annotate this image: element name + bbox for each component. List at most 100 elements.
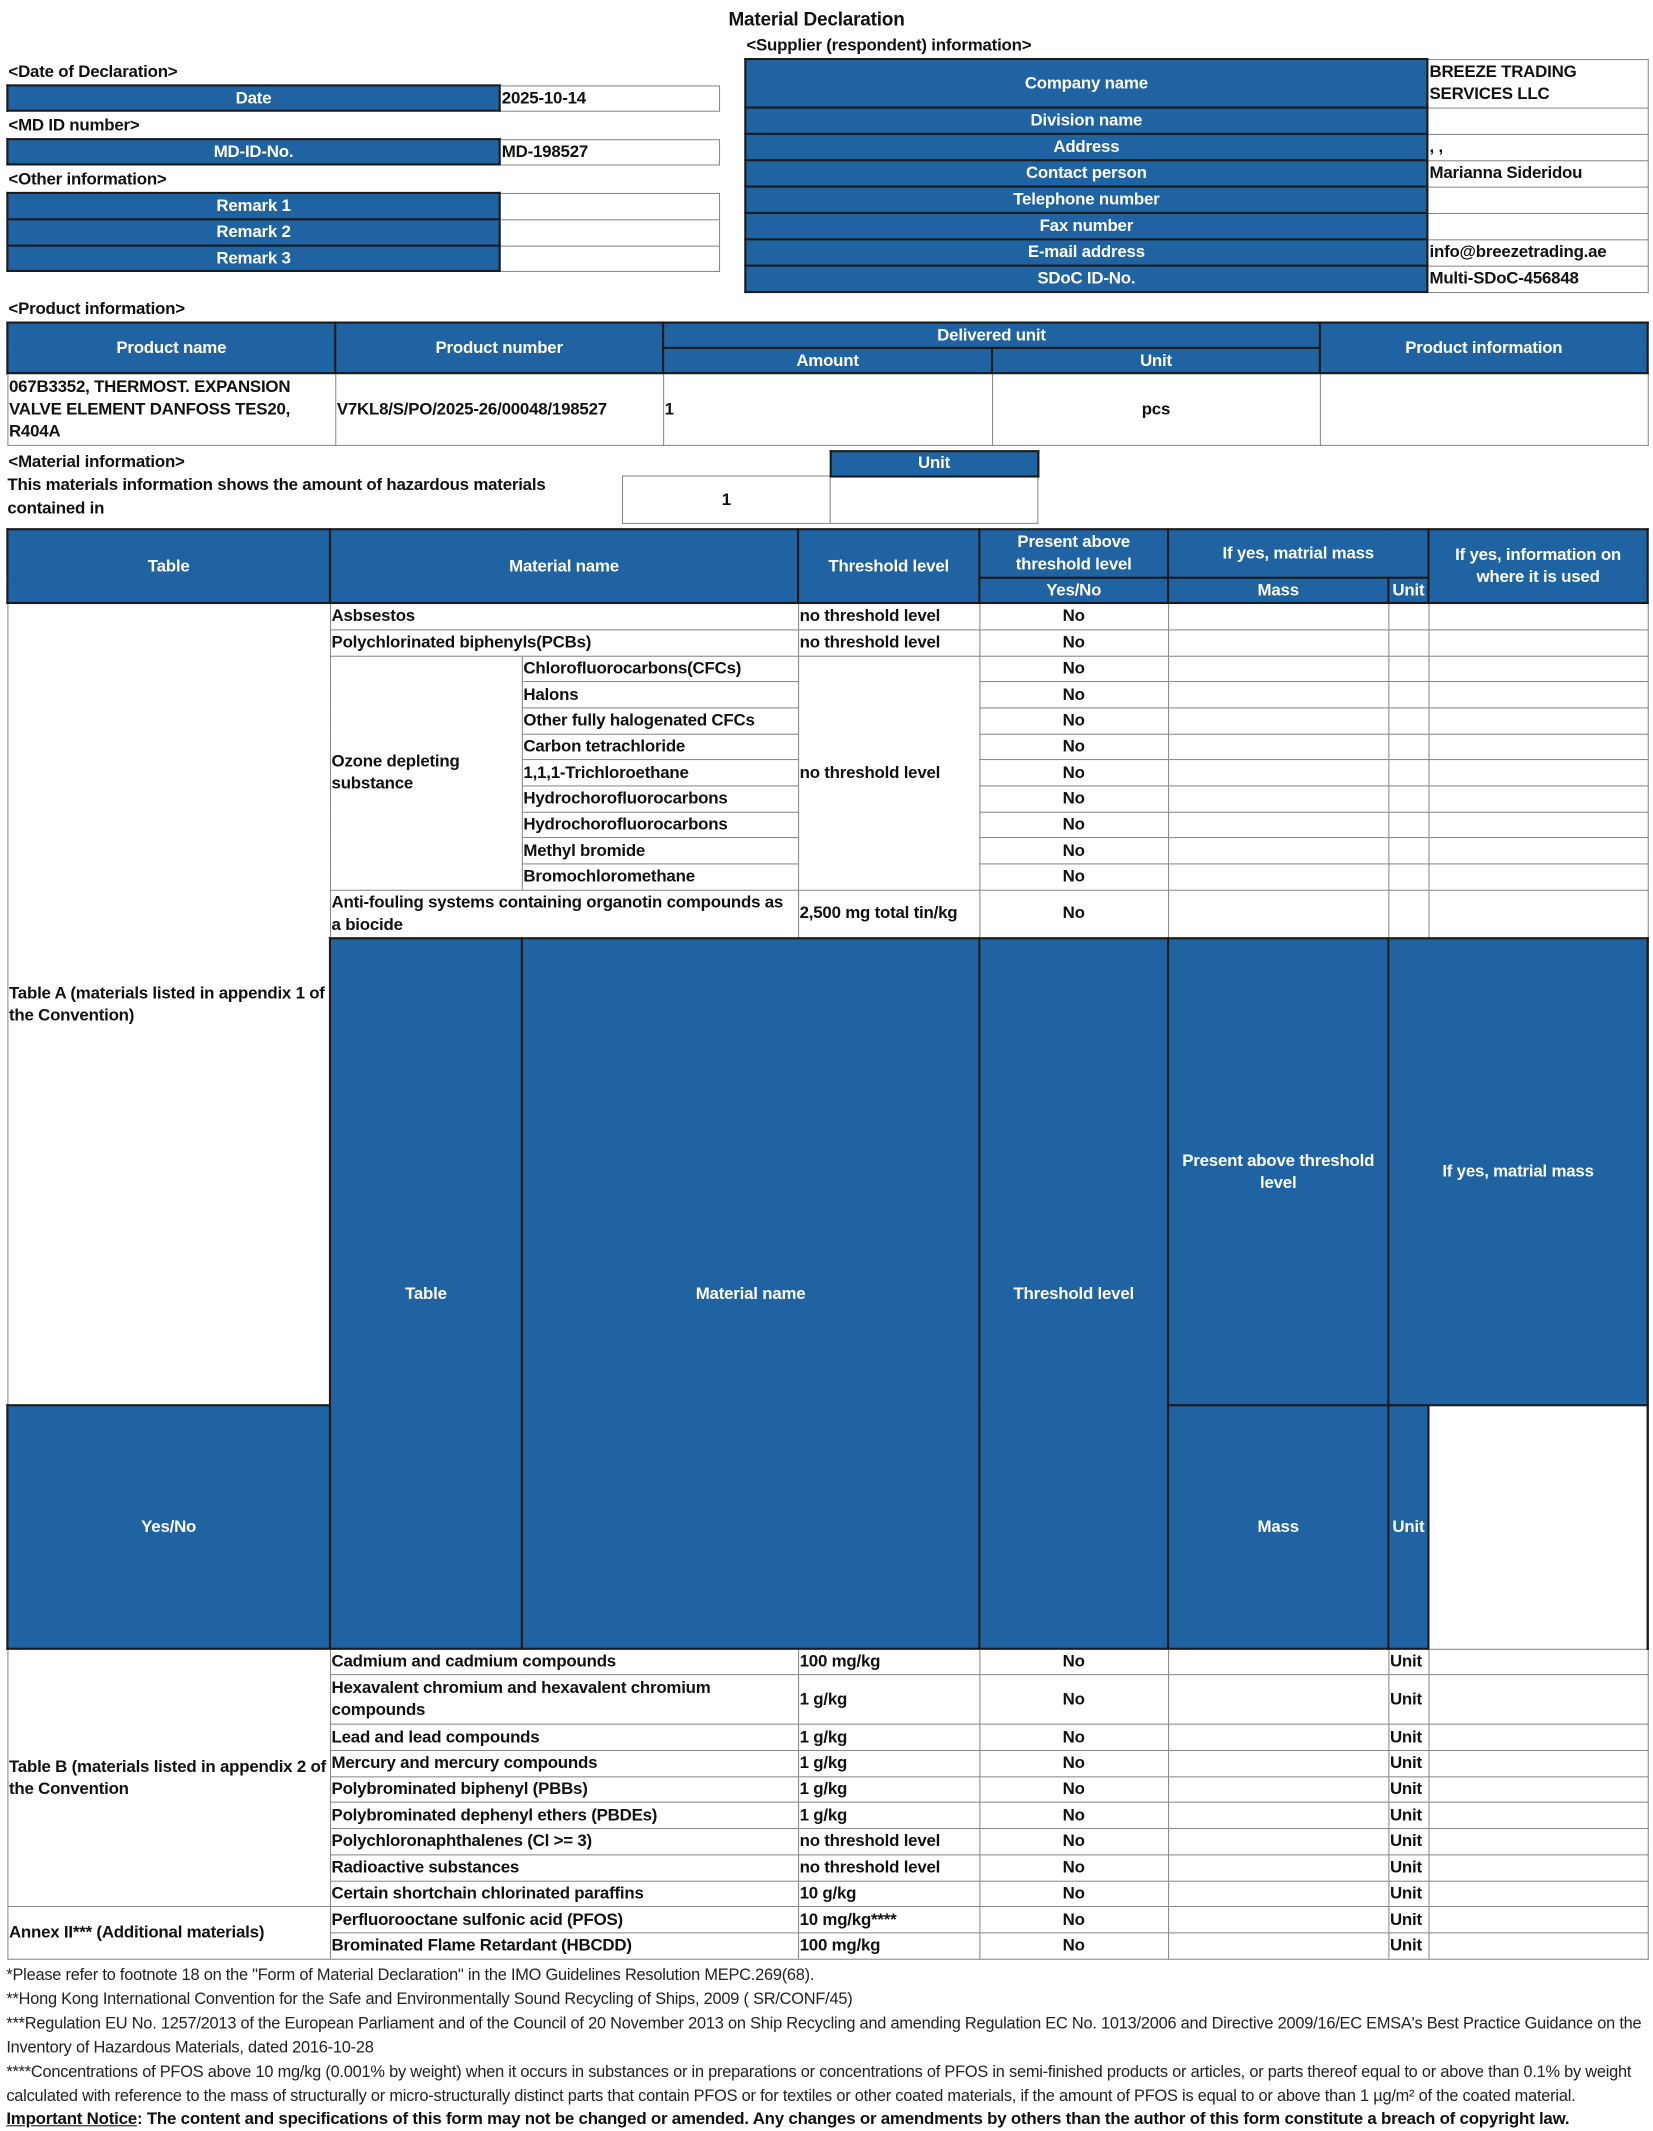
present-cell[interactable]: No — [978, 811, 1169, 839]
unit-field[interactable]: Unit — [1387, 1906, 1429, 1934]
unit-field[interactable]: Unit — [1387, 1854, 1429, 1882]
usage-info-field[interactable] — [1427, 1674, 1649, 1726]
unit-cell[interactable]: pcs — [991, 372, 1321, 446]
remark-3-field[interactable] — [499, 245, 720, 272]
unit-field[interactable] — [1387, 785, 1429, 813]
unit-field[interactable]: Unit — [1387, 1776, 1429, 1804]
mass-field[interactable] — [1167, 602, 1389, 630]
present-cell[interactable]: No — [978, 837, 1169, 865]
usage-info-field[interactable] — [1427, 733, 1649, 761]
supplier-field[interactable]: info@breezetrading.ae — [1426, 238, 1649, 267]
supplier-field[interactable] — [1426, 107, 1649, 135]
product-name-cell[interactable]: 067B3352, THERMOST. EXPANSION VALVE ELEM… — [6, 372, 336, 446]
usage-info-field[interactable] — [1427, 759, 1649, 787]
unit-field[interactable]: Unit — [1387, 1880, 1429, 1908]
mass-field[interactable] — [1167, 1776, 1389, 1804]
mass-field[interactable] — [1167, 1828, 1389, 1856]
present-cell[interactable]: No — [978, 733, 1169, 761]
mass-field[interactable] — [1167, 681, 1389, 709]
mass-field[interactable] — [1167, 1802, 1389, 1830]
present-cell[interactable]: No — [978, 1802, 1169, 1830]
mass-field[interactable] — [1167, 785, 1389, 813]
mass-field[interactable] — [1167, 837, 1389, 865]
present-cell[interactable]: No — [978, 1648, 1169, 1676]
unit-field[interactable] — [1387, 889, 1429, 939]
unit-field[interactable]: Unit — [1387, 1802, 1429, 1830]
usage-info-field[interactable] — [1427, 707, 1649, 735]
present-cell[interactable]: No — [978, 1776, 1169, 1804]
mass-field[interactable] — [1167, 707, 1389, 735]
supplier-field[interactable]: Marianna Sideridou — [1426, 159, 1649, 188]
usage-info-field[interactable] — [1427, 1776, 1649, 1804]
present-cell[interactable]: No — [978, 707, 1169, 735]
usage-info-field[interactable] — [1427, 1932, 1649, 1960]
present-cell[interactable]: No — [978, 602, 1169, 630]
supplier-field[interactable] — [1426, 212, 1649, 240]
usage-info-field[interactable] — [1427, 1828, 1649, 1856]
present-cell[interactable]: No — [978, 1854, 1169, 1882]
unit-field[interactable] — [1387, 655, 1429, 683]
supplier-field[interactable]: Multi-SDoC-456848 — [1426, 265, 1649, 293]
usage-info-field[interactable] — [1427, 1724, 1649, 1752]
present-cell[interactable]: No — [978, 889, 1169, 939]
usage-info-field[interactable] — [1427, 655, 1649, 683]
unit-field[interactable]: Unit — [1387, 1724, 1429, 1752]
mass-field[interactable] — [1167, 1932, 1389, 1960]
remark-1-field[interactable] — [499, 192, 720, 220]
usage-info-field[interactable] — [1427, 863, 1649, 891]
mass-field[interactable] — [1167, 628, 1389, 657]
mass-field[interactable] — [1167, 733, 1389, 761]
mass-field[interactable] — [1167, 1674, 1389, 1726]
present-cell[interactable]: No — [978, 1724, 1169, 1752]
supplier-field[interactable]: , , — [1426, 133, 1649, 161]
mass-field[interactable] — [1167, 655, 1389, 683]
amount-cell[interactable]: 1 — [662, 372, 993, 446]
usage-info-field[interactable] — [1427, 681, 1649, 709]
usage-info-field[interactable] — [1427, 602, 1649, 630]
usage-info-field[interactable] — [1427, 1880, 1649, 1908]
usage-info-field[interactable] — [1427, 785, 1649, 813]
unit-field[interactable] — [1387, 681, 1429, 709]
unit-field[interactable] — [1387, 733, 1429, 761]
material-unit-field[interactable] — [829, 475, 1039, 524]
present-cell[interactable]: No — [978, 1906, 1169, 1934]
present-cell[interactable]: No — [978, 785, 1169, 813]
product-number-cell[interactable]: V7KL8/S/PO/2025-26/00048/198527 — [334, 372, 664, 446]
mass-field[interactable] — [1167, 1854, 1389, 1882]
mass-field[interactable] — [1167, 1880, 1389, 1908]
usage-info-field[interactable] — [1427, 1648, 1649, 1676]
present-cell[interactable]: No — [978, 628, 1169, 657]
present-cell[interactable]: No — [978, 863, 1169, 891]
product-info-cell[interactable] — [1319, 372, 1649, 446]
unit-field[interactable]: Unit — [1387, 1674, 1429, 1726]
mass-field[interactable] — [1167, 863, 1389, 891]
unit-field[interactable] — [1387, 602, 1429, 630]
present-cell[interactable]: No — [978, 681, 1169, 709]
unit-field[interactable] — [1387, 837, 1429, 865]
mass-field[interactable] — [1167, 1750, 1389, 1778]
usage-info-field[interactable] — [1427, 1802, 1649, 1830]
date-field[interactable]: 2025-10-14 — [499, 84, 720, 112]
present-cell[interactable]: No — [978, 1674, 1169, 1726]
usage-info-field[interactable] — [1427, 1854, 1649, 1882]
supplier-field[interactable] — [1426, 186, 1649, 214]
usage-info-field[interactable] — [1427, 1906, 1649, 1934]
usage-info-field[interactable] — [1427, 1750, 1649, 1778]
usage-info-field[interactable] — [1427, 628, 1649, 657]
mass-field[interactable] — [1167, 759, 1389, 787]
unit-field[interactable] — [1387, 811, 1429, 839]
unit-field[interactable]: Unit — [1387, 1750, 1429, 1778]
material-amount-field[interactable]: 1 — [621, 475, 831, 524]
supplier-field[interactable]: BREEZE TRADING SERVICES LLC — [1426, 58, 1649, 109]
present-cell[interactable]: No — [978, 655, 1169, 683]
usage-info-field[interactable] — [1427, 889, 1649, 939]
unit-field[interactable] — [1387, 863, 1429, 891]
mass-field[interactable] — [1167, 1724, 1389, 1752]
unit-field[interactable]: Unit — [1387, 1648, 1429, 1676]
present-cell[interactable]: No — [978, 1750, 1169, 1778]
md-id-field[interactable]: MD-198527 — [499, 138, 720, 165]
unit-field[interactable]: Unit — [1387, 1932, 1429, 1960]
unit-field[interactable]: Unit — [1387, 1828, 1429, 1856]
remark-2-field[interactable] — [499, 218, 720, 247]
unit-field[interactable] — [1387, 628, 1429, 657]
